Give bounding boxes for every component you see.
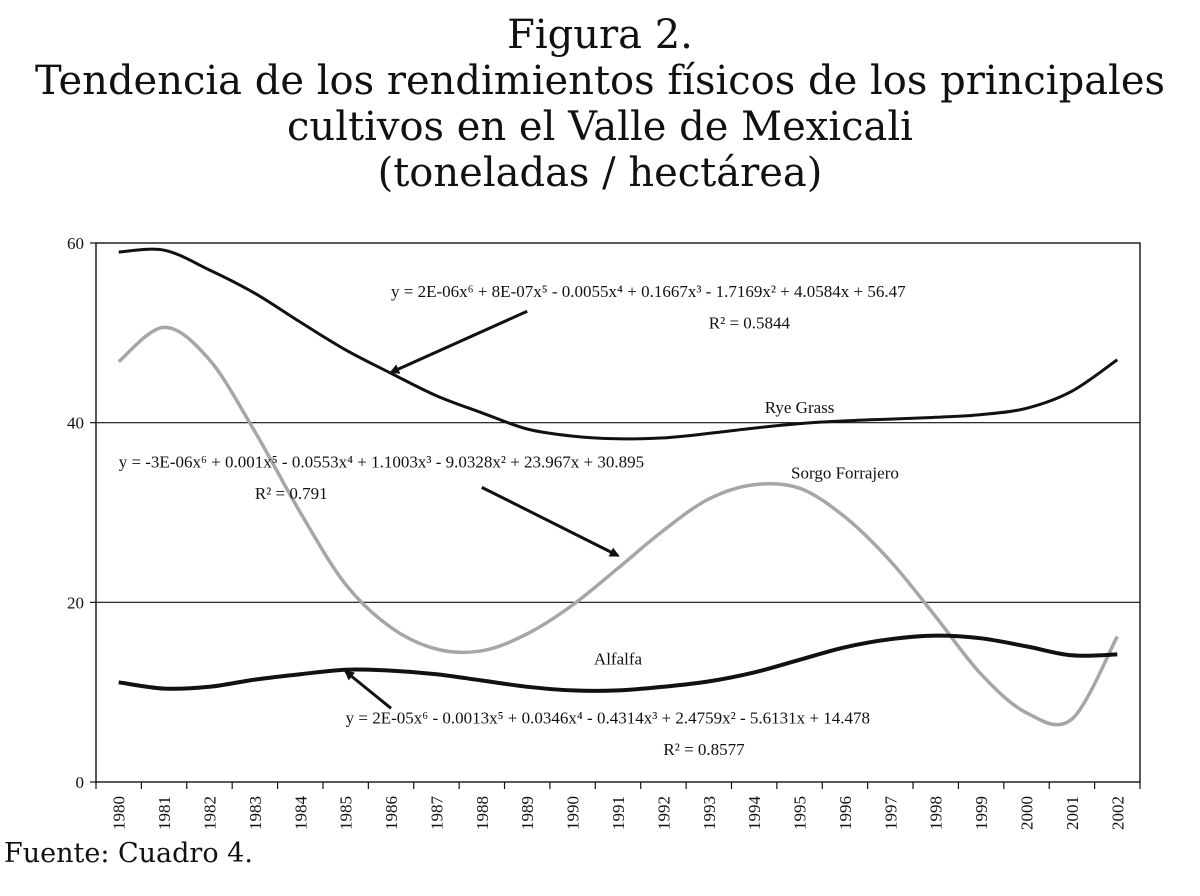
- gridlines: [96, 422, 1140, 603]
- x-tick-label: 1994: [745, 796, 764, 831]
- trend-arrow: [344, 670, 392, 710]
- title-line-figure: Figura 2.: [507, 12, 693, 58]
- series-label: Rye Grass: [765, 398, 835, 417]
- series-label: Sorgo Forrajero: [791, 463, 899, 482]
- x-tick-label: 1985: [337, 796, 356, 830]
- y-tick-label: 40: [67, 414, 84, 433]
- x-tick-label: 1989: [518, 796, 537, 830]
- x-tick-label: 1995: [791, 796, 810, 830]
- x-tick-label: 1982: [200, 796, 219, 830]
- x-tick-label: 1988: [473, 796, 492, 830]
- x-tick-label: 1996: [836, 796, 855, 830]
- title-line-sub: cultivos en el Valle de Mexicali: [287, 104, 913, 150]
- series-label: Alfalfa: [594, 649, 643, 668]
- r-squared-label: R² = 0.5844: [709, 313, 791, 332]
- annotations: Rye Grass Sorgo Forrajero Alfalfa y = 2E-06…: [119, 282, 906, 759]
- trend-arrow: [481, 486, 620, 557]
- axes: 0 20 40 60 1980 1981 1982 1983 1984 1985 1986 1987 1…: [67, 234, 1141, 831]
- x-tick-label: 1998: [927, 796, 946, 830]
- chart-title: Figura 2. Tendencia de los rendimientos …: [0, 0, 1200, 196]
- x-tick-label: 1981: [155, 796, 174, 830]
- x-tick-label: 1990: [564, 796, 583, 830]
- x-tick-label: 1984: [291, 796, 310, 831]
- x-tick-label: 1986: [382, 796, 401, 830]
- x-tick-label: 1997: [881, 796, 900, 831]
- source-note: Fuente: Cuadro 4.: [4, 838, 253, 869]
- x-tick-label: 2000: [1018, 796, 1037, 830]
- r-squared-label: R² = 0.8577: [663, 740, 745, 759]
- r-squared-label: R² = 0.791: [255, 484, 328, 503]
- x-tick-label: 1983: [246, 796, 265, 830]
- x-tick-label: 1999: [972, 796, 991, 830]
- trend-equation: y = 2E-06x⁶ + 8E-07x⁵ - 0.0055x⁴ + 0.166…: [391, 282, 906, 301]
- x-tick-label: 1991: [609, 796, 628, 830]
- y-tick-label: 0: [76, 773, 85, 792]
- title-line-main: Tendencia de los rendimientos físicos de…: [34, 58, 1166, 104]
- x-tick-label: 1992: [654, 796, 673, 830]
- x-tick-label: 2002: [1108, 796, 1127, 830]
- series-line-sorgo-forrajero: [117, 325, 1119, 727]
- series-line-rye-grass: [118, 247, 1119, 441]
- x-tick-label: 2001: [1063, 796, 1082, 830]
- y-tick-label: 20: [67, 593, 84, 612]
- trend-arrow: [389, 309, 528, 374]
- series-line-alfalfa: [118, 633, 1118, 693]
- trend-equation: y = -3E-06x⁶ + 0.001x⁵ - 0.0553x⁴ + 1.10…: [119, 453, 644, 472]
- title-line-units: (toneladas / hectárea): [377, 150, 823, 196]
- x-tick-label: 1980: [110, 796, 129, 830]
- series-lines: [117, 247, 1119, 727]
- plot-area: [95, 242, 1141, 783]
- x-tick-label: 1987: [427, 796, 446, 831]
- x-tick-label: 1993: [700, 796, 719, 830]
- trend-equation: y = 2E-05x⁶ - 0.0013x⁵ + 0.0346x⁴ - 0.43…: [346, 709, 870, 728]
- annotation-arrows: [344, 309, 620, 710]
- y-tick-label: 60: [67, 234, 84, 253]
